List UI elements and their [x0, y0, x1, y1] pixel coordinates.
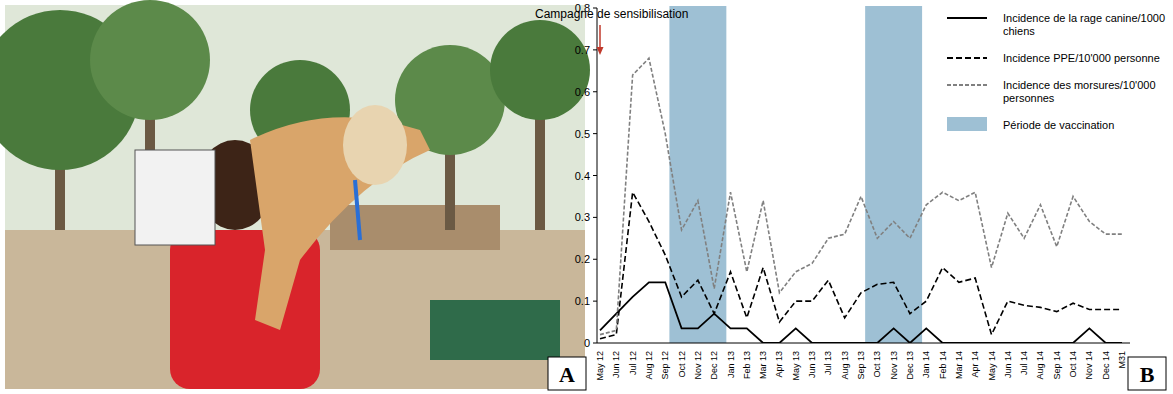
y-tick — [593, 49, 597, 50]
annotation-arrowhead — [597, 47, 604, 55]
x-tick-label: Jun 13 — [807, 351, 817, 378]
y-tick-label: 0 — [584, 337, 590, 349]
y-tick-label: 0.5 — [575, 128, 590, 140]
legend-swatch — [947, 17, 987, 19]
legend-label-line: Période de vaccination — [1003, 119, 1114, 131]
x-tick-label: Apr 14 — [970, 351, 980, 378]
x-tick-label: Apr 13 — [774, 351, 784, 378]
panel-label: B — [1140, 362, 1155, 387]
x-tick-label: Aug 14 — [1035, 351, 1045, 380]
x-tick-label: M31 — [1117, 351, 1127, 369]
x-tick-label: Nov 14 — [1084, 351, 1094, 380]
legend-label: Incidence des morsures/10'000personnes — [1003, 79, 1156, 104]
x-tick-label: Mar 14 — [954, 351, 964, 379]
y-tick-label: 0.3 — [575, 211, 590, 223]
x-tick-label: Jul 14 — [1019, 351, 1029, 375]
legend-label-line: personnes — [1003, 92, 1055, 104]
x-tick-label: Jul 13 — [823, 351, 833, 375]
vaccination-band — [669, 6, 726, 343]
x-tick-label: Aug 12 — [644, 351, 654, 380]
x-tick-label: Feb 13 — [742, 351, 752, 379]
photo-panel — [0, 0, 590, 389]
annotation-arrow — [599, 25, 601, 50]
y-tick-label: 0.6 — [575, 86, 590, 98]
y-tick-label: 0.4 — [575, 170, 590, 182]
series-line — [600, 58, 1122, 334]
legend-swatch — [947, 57, 987, 59]
x-tick-label: Feb 14 — [938, 351, 948, 379]
photo-dog-head — [343, 105, 407, 185]
photo-house — [330, 205, 500, 250]
vaccination-band — [865, 6, 922, 343]
y-tick-label: 0.7 — [575, 44, 590, 56]
legend-swatch — [947, 84, 987, 86]
x-tick-label: Sep 13 — [856, 351, 866, 380]
x-tick-label: Dec 13 — [905, 351, 915, 380]
x-tick-label: Jul 12 — [628, 351, 638, 375]
y-tick-label: 0.2 — [575, 253, 590, 265]
x-tick-label: Jan 13 — [726, 351, 736, 378]
figure: 00.10.20.30.40.50.60.70.8May 12Jun 12Jul… — [0, 0, 1173, 394]
x-tick-label: Sep 12 — [660, 351, 670, 380]
x-tick-label: May 13 — [791, 351, 801, 381]
photo-chair — [430, 300, 560, 360]
photo-leash — [355, 180, 360, 240]
x-tick-label: Dec 14 — [1101, 351, 1111, 380]
y-tick-label: 0.1 — [575, 295, 590, 307]
x-tick-label: Sep 14 — [1052, 351, 1062, 380]
x-tick-label: Jan 14 — [921, 351, 931, 378]
x-tick-label: May 12 — [595, 351, 605, 381]
photo-booklet — [135, 150, 215, 245]
x-tick-label: Dec 12 — [709, 351, 719, 380]
legend-label: Période de vaccination — [1003, 119, 1114, 131]
y-tick — [593, 217, 597, 218]
panel-label: A — [559, 362, 575, 387]
y-tick — [593, 301, 597, 302]
lines — [600, 58, 1122, 343]
panel-label-box — [548, 357, 586, 390]
legend-label-line: Incidence PPE/10'000 personne — [1003, 52, 1160, 64]
x-tick-label: May 14 — [987, 351, 997, 381]
y-tick — [593, 91, 597, 92]
annotation-text: Campagne de sensibilisation — [535, 7, 688, 21]
photo-foliage — [490, 20, 590, 120]
legend-swatch — [947, 117, 987, 131]
y-tick — [593, 133, 597, 134]
x-tick-label: Jun 12 — [611, 351, 621, 378]
x-tick-label: Nov 13 — [889, 351, 899, 380]
y-tick — [593, 175, 597, 176]
y-tick — [593, 259, 597, 260]
legend-label-line: Incidence des morsures/10'000 — [1003, 79, 1156, 91]
legend-label-line: chiens — [1003, 25, 1035, 37]
x-tick-label: Oct 12 — [677, 351, 687, 378]
legend-label: Incidence de la rage canine/1000chiens — [1003, 12, 1165, 37]
x-tick-label: Nov 12 — [693, 351, 703, 380]
x-tick-label: Oct 14 — [1068, 351, 1078, 378]
x-tick-label: Aug 13 — [840, 351, 850, 380]
x-tick-label: Jun 14 — [1003, 351, 1013, 378]
series-line — [600, 192, 1122, 339]
series-line — [600, 282, 1122, 343]
y-tick — [593, 343, 597, 344]
legend: Incidence de la rage canine/1000chiensIn… — [947, 12, 1165, 131]
x-tick-label: Mar 13 — [758, 351, 768, 379]
photo-foliage — [90, 0, 210, 120]
legend-label: Incidence PPE/10'000 personne — [1003, 52, 1160, 64]
legend-label-line: Incidence de la rage canine/1000 — [1003, 12, 1165, 24]
x-tick-label: Oct 13 — [872, 351, 882, 378]
panel-label-box — [1128, 357, 1166, 390]
